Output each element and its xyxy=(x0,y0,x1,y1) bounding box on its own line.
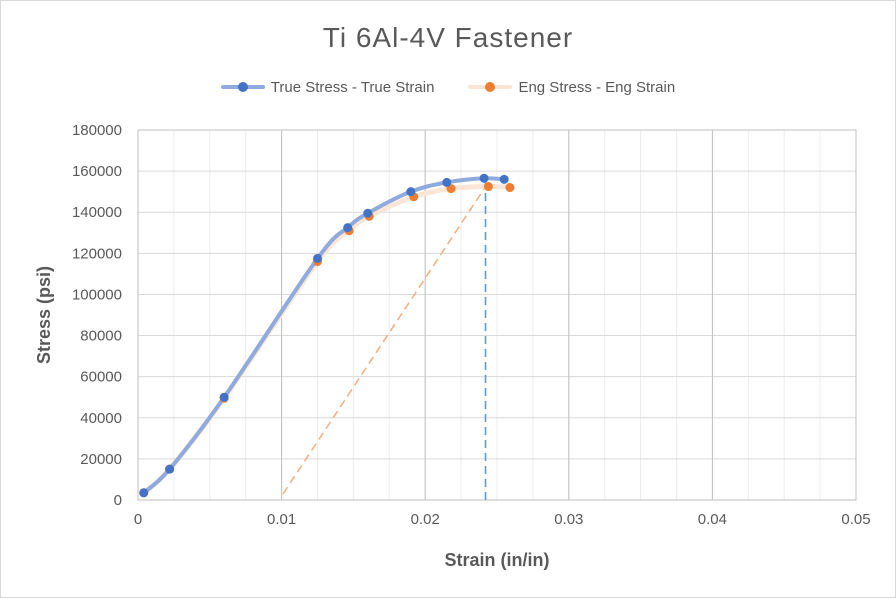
legend-label-true: True Stress - True Strain xyxy=(270,78,435,96)
y-tick-label: 180000 xyxy=(72,122,122,139)
x-tick-label: 0 xyxy=(134,511,142,528)
legend-item-true: True Stress - True Strain xyxy=(220,78,435,96)
data-point-true xyxy=(363,208,373,218)
y-tick-label: 20000 xyxy=(80,451,122,468)
chart-title: Ti 6Al-4V Fastener xyxy=(322,22,574,53)
data-point-true xyxy=(313,253,322,263)
y-tick-label: 80000 xyxy=(80,328,122,345)
data-point-true xyxy=(479,173,489,183)
plot-border xyxy=(137,129,857,501)
data-point-true xyxy=(165,464,175,474)
y-axis-title: Stress (psi) xyxy=(34,266,54,364)
y-tick-label: 120000 xyxy=(72,245,122,262)
data-point-true xyxy=(406,187,416,197)
y-tick-label: 100000 xyxy=(72,286,122,303)
legend-swatch-eng xyxy=(468,78,513,96)
y-tick-label: 0 xyxy=(114,492,122,509)
legend-swatch-true xyxy=(220,78,265,96)
x-tick-label: 0.05 xyxy=(841,511,870,528)
x-axis-title: Strain (in/in) xyxy=(445,550,550,570)
legend-label-eng: Eng Stress - Eng Strain xyxy=(518,78,676,96)
y-tick-label: 160000 xyxy=(72,163,122,180)
data-point-true xyxy=(139,488,149,498)
y-tick-label: 60000 xyxy=(80,369,122,386)
x-tick-label: 0.01 xyxy=(267,511,296,528)
y-tick-label: 140000 xyxy=(72,204,122,221)
data-point-true xyxy=(343,223,353,233)
data-point-eng xyxy=(483,182,493,192)
legend: True Stress - True Strain Eng Stress - E… xyxy=(0,78,896,96)
data-point-eng xyxy=(505,183,515,193)
x-tick-label: 0.04 xyxy=(698,511,727,528)
data-point-true xyxy=(442,177,452,187)
legend-item-eng: Eng Stress - Eng Strain xyxy=(468,78,675,96)
data-point-true xyxy=(499,174,509,184)
x-tick-label: 0.03 xyxy=(554,511,583,528)
offset-guide-line xyxy=(282,184,488,495)
x-tick-label: 0.02 xyxy=(411,511,440,528)
y-tick-label: 40000 xyxy=(80,410,122,427)
data-point-true xyxy=(219,392,229,402)
